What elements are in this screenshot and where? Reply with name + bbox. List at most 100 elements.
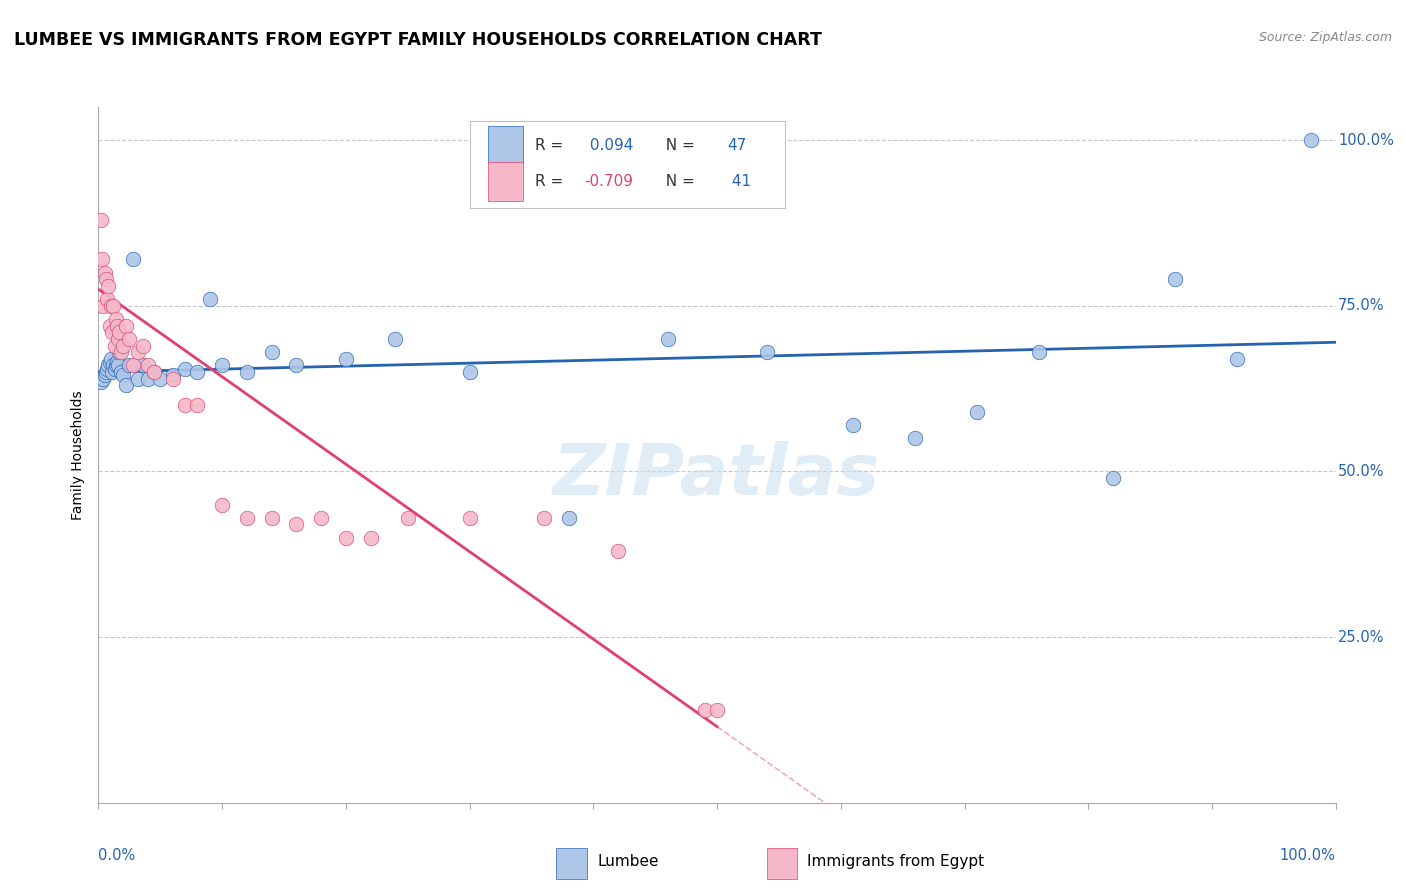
- Point: [114, 378, 136, 392]
- Point: [360, 531, 382, 545]
- Point: [174, 398, 197, 412]
- Point: [114, 318, 136, 333]
- Text: 0.094: 0.094: [585, 137, 633, 153]
- Point: [91, 252, 114, 267]
- Bar: [488, 162, 523, 201]
- Point: [118, 359, 141, 373]
- Point: [93, 299, 115, 313]
- Point: [101, 326, 124, 340]
- Point: [260, 511, 283, 525]
- Point: [108, 345, 131, 359]
- Point: [309, 511, 332, 525]
- Point: [112, 368, 135, 383]
- Point: [96, 361, 118, 376]
- Point: [260, 345, 283, 359]
- Point: [211, 359, 233, 373]
- Point: [149, 372, 172, 386]
- Point: [100, 351, 122, 366]
- Point: [1102, 471, 1125, 485]
- Point: [458, 365, 481, 379]
- Point: [108, 326, 131, 340]
- Point: [112, 338, 135, 352]
- Text: R =: R =: [536, 174, 568, 189]
- Point: [335, 531, 357, 545]
- Text: ZIPatlas: ZIPatlas: [554, 442, 880, 510]
- Point: [198, 292, 221, 306]
- Point: [607, 544, 630, 558]
- Bar: [766, 848, 797, 880]
- Point: [90, 375, 112, 389]
- Point: [755, 345, 778, 359]
- Point: [127, 345, 149, 359]
- Point: [236, 511, 259, 525]
- Point: [110, 345, 132, 359]
- Text: R =: R =: [536, 137, 568, 153]
- Point: [103, 299, 125, 313]
- Text: 47: 47: [727, 137, 747, 153]
- Point: [93, 368, 115, 383]
- Text: Lumbee: Lumbee: [598, 855, 658, 870]
- Point: [110, 365, 132, 379]
- Point: [384, 332, 406, 346]
- Point: [105, 318, 128, 333]
- Point: [162, 372, 184, 386]
- Point: [107, 359, 129, 373]
- Text: 100.0%: 100.0%: [1339, 133, 1395, 148]
- Text: LUMBEE VS IMMIGRANTS FROM EGYPT FAMILY HOUSEHOLDS CORRELATION CHART: LUMBEE VS IMMIGRANTS FROM EGYPT FAMILY H…: [14, 31, 823, 49]
- Point: [335, 351, 357, 366]
- Point: [127, 372, 149, 386]
- Text: N =: N =: [657, 137, 700, 153]
- Point: [101, 365, 124, 379]
- Point: [1299, 133, 1322, 147]
- Point: [285, 517, 308, 532]
- Point: [1164, 272, 1187, 286]
- Text: -0.709: -0.709: [585, 174, 634, 189]
- Text: N =: N =: [657, 174, 700, 189]
- Text: Immigrants from Egypt: Immigrants from Egypt: [807, 855, 984, 870]
- Point: [842, 418, 865, 433]
- Point: [396, 511, 419, 525]
- Point: [285, 359, 308, 373]
- Point: [98, 355, 121, 369]
- Point: [136, 372, 159, 386]
- Point: [94, 272, 117, 286]
- Text: 41: 41: [727, 174, 751, 189]
- Y-axis label: Family Households: Family Households: [72, 390, 86, 520]
- Point: [94, 365, 117, 379]
- Point: [1226, 351, 1249, 366]
- Point: [105, 355, 128, 369]
- Point: [93, 266, 115, 280]
- FancyBboxPatch shape: [470, 121, 785, 208]
- Point: [236, 365, 259, 379]
- Point: [107, 332, 129, 346]
- Point: [186, 398, 208, 412]
- Text: 25.0%: 25.0%: [1339, 630, 1385, 645]
- Point: [657, 332, 679, 346]
- Point: [97, 359, 120, 373]
- Point: [90, 212, 112, 227]
- Point: [174, 361, 197, 376]
- Point: [100, 299, 122, 313]
- Point: [132, 359, 155, 373]
- Point: [103, 338, 125, 352]
- Point: [98, 318, 121, 333]
- Point: [1028, 345, 1050, 359]
- Point: [104, 359, 127, 373]
- Point: [122, 359, 145, 373]
- Point: [557, 511, 579, 525]
- Point: [186, 365, 208, 379]
- Point: [143, 365, 166, 379]
- Point: [904, 431, 927, 445]
- Bar: [488, 126, 523, 164]
- Point: [706, 703, 728, 717]
- Point: [458, 511, 481, 525]
- Point: [143, 365, 166, 379]
- Text: 0.0%: 0.0%: [98, 848, 135, 863]
- Point: [693, 703, 716, 717]
- Text: 50.0%: 50.0%: [1339, 464, 1385, 479]
- Point: [132, 338, 155, 352]
- Point: [103, 359, 125, 373]
- Text: 75.0%: 75.0%: [1339, 298, 1385, 313]
- Point: [97, 279, 120, 293]
- Text: Source: ZipAtlas.com: Source: ZipAtlas.com: [1258, 31, 1392, 45]
